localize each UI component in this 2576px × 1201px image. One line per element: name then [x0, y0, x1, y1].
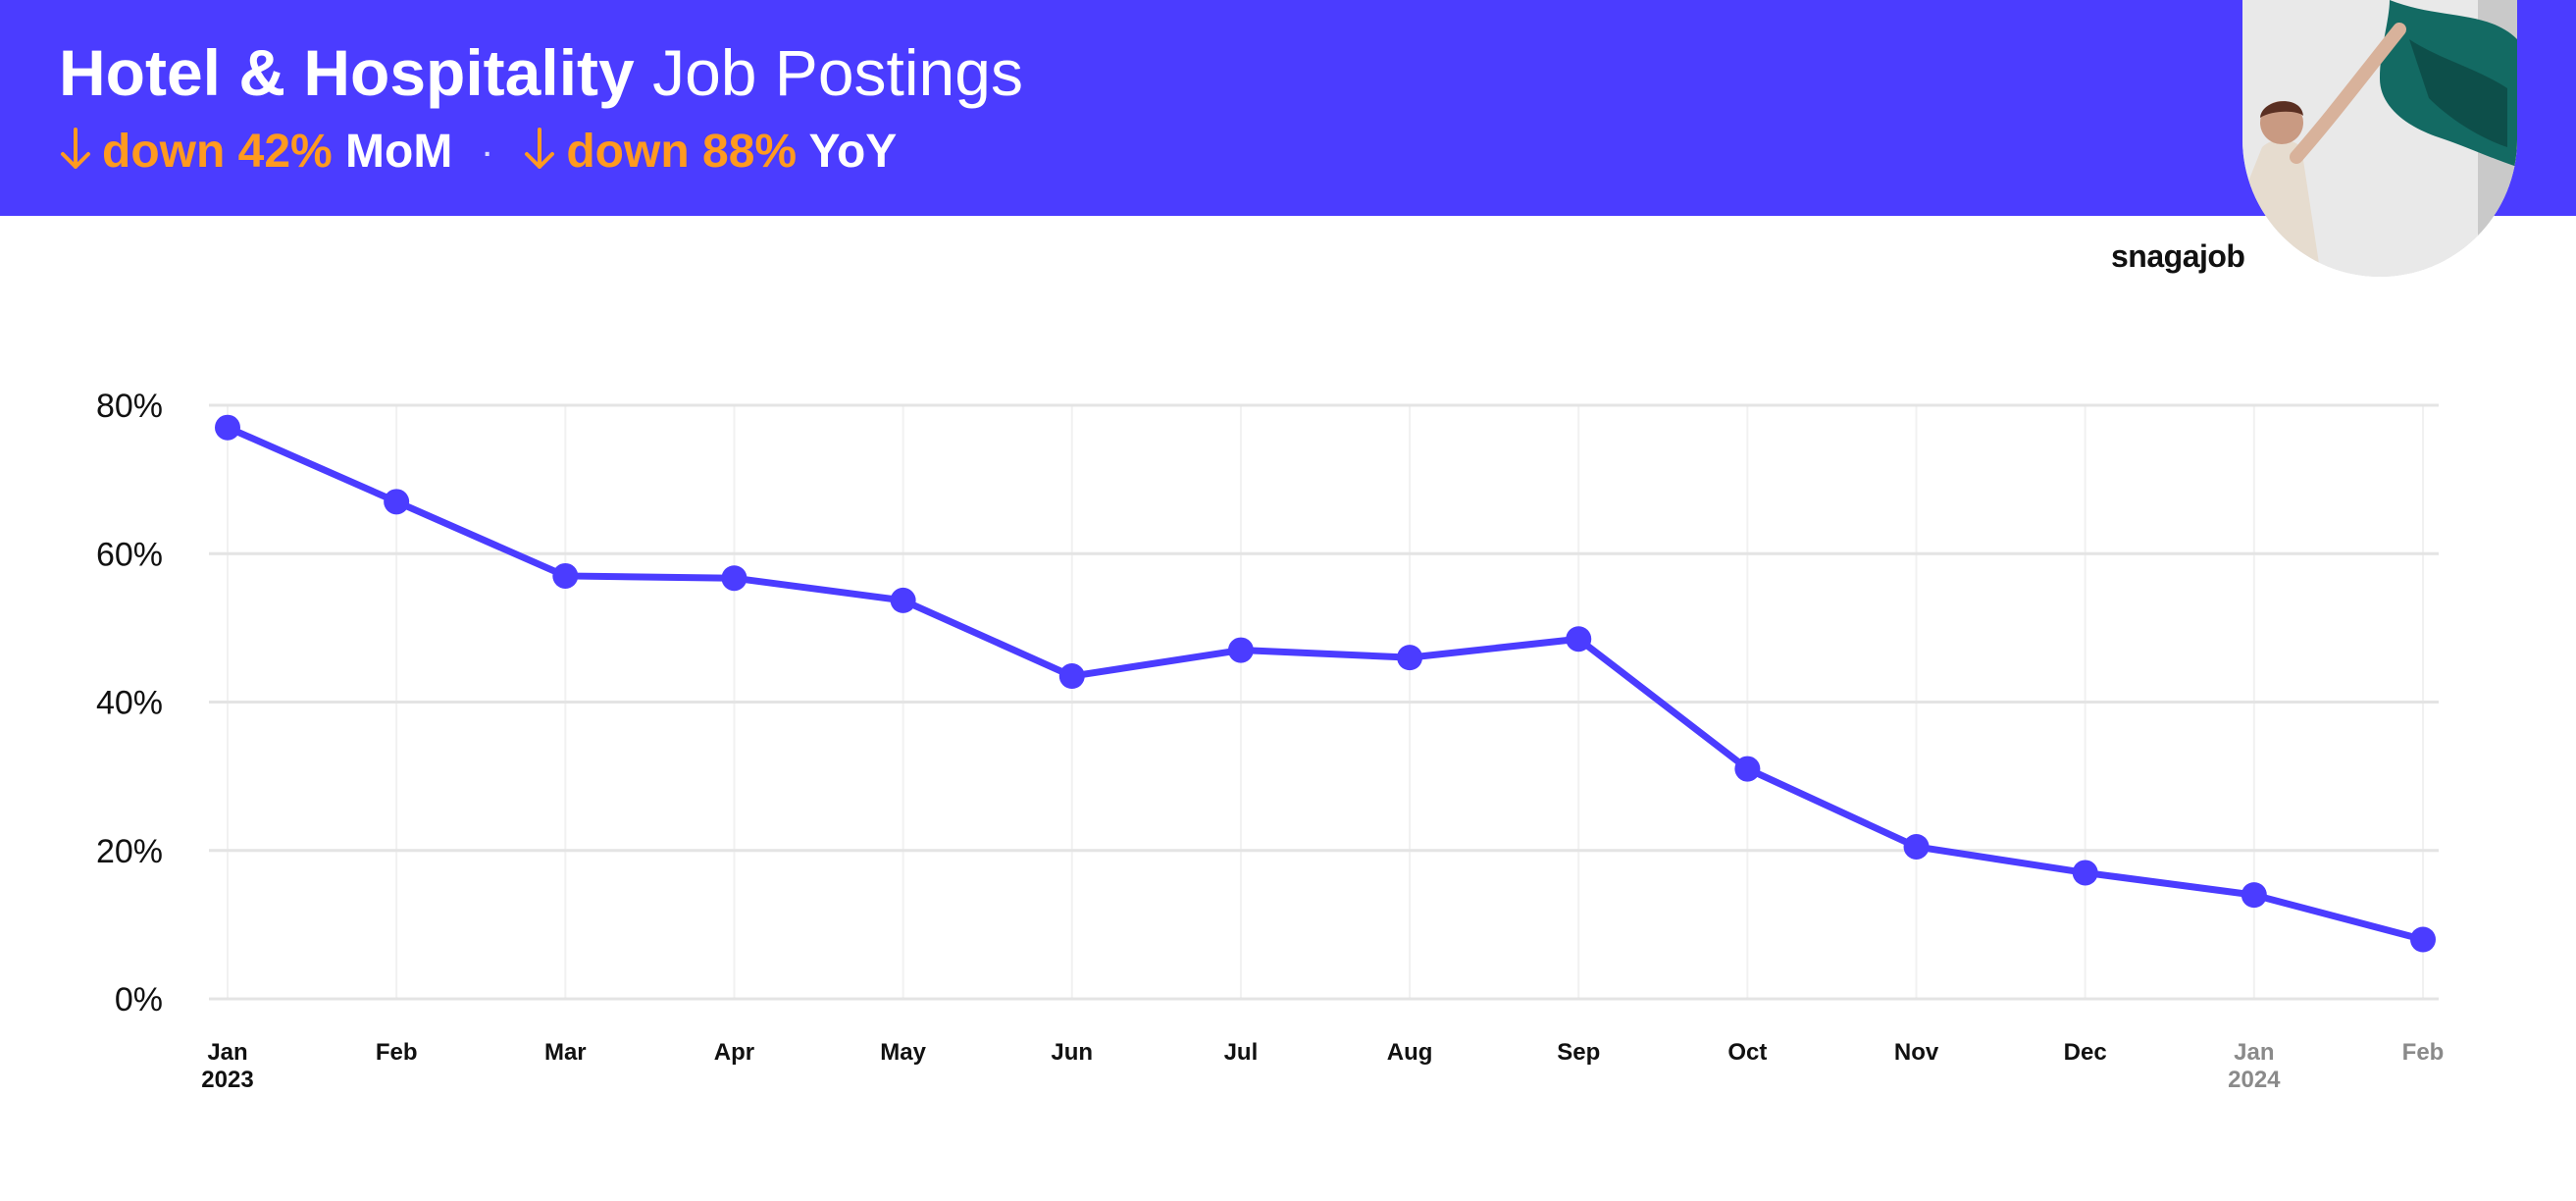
x-tick-year: 2023	[201, 1067, 253, 1093]
yoy-change: down 88%	[566, 126, 798, 178]
x-tick-label: May	[880, 1039, 926, 1066]
data-point	[1566, 626, 1592, 653]
data-point	[1397, 645, 1423, 671]
data-point	[1058, 663, 1085, 690]
mom-label: MoM	[345, 126, 453, 178]
separator: ·	[483, 138, 493, 170]
y-tick-label: 60%	[96, 536, 163, 573]
arrow-down-icon	[525, 128, 555, 169]
page-title: Hotel & Hospitality Job Postings	[59, 33, 1023, 112]
x-tick-label: Jan	[2234, 1039, 2274, 1066]
chart-series	[215, 414, 2436, 953]
title-primary: Hotel & Hospitality	[59, 36, 635, 109]
chart-grid	[209, 403, 2439, 1001]
x-tick-label: Oct	[1727, 1039, 1767, 1066]
series-line	[224, 424, 2427, 943]
x-tick-label: Jun	[1051, 1039, 1093, 1066]
data-point	[1734, 756, 1761, 782]
arrow-down-icon	[61, 128, 90, 169]
y-axis: 0% 20% 40% 60% 80%	[96, 388, 163, 1018]
y-tick-label: 0%	[115, 981, 163, 1018]
brand-logo: snagajob	[2111, 238, 2245, 274]
data-point	[1227, 637, 1254, 663]
x-tick-label: Aug	[1387, 1039, 1433, 1066]
x-tick-label: Nov	[1894, 1039, 1939, 1066]
x-tick-label: Jan	[207, 1039, 247, 1066]
x-tick-label: Jul	[1224, 1039, 1259, 1066]
worker-photo	[2242, 0, 2517, 277]
header-banner: Hotel & Hospitality Job Postings down 42…	[0, 0, 2576, 216]
x-tick-label: Mar	[544, 1039, 587, 1066]
x-tick-label: Feb	[2402, 1039, 2445, 1066]
x-tick-label: Apr	[714, 1039, 754, 1066]
title-secondary: Job Postings	[652, 36, 1023, 109]
yoy-label: YoY	[808, 126, 898, 178]
y-tick-label: 40%	[96, 685, 163, 722]
x-tick-label: Feb	[376, 1039, 418, 1066]
data-point	[552, 562, 579, 589]
x-tick-label: Dec	[2064, 1039, 2107, 1066]
data-point	[721, 565, 747, 592]
data-point	[2410, 926, 2436, 953]
data-point	[2072, 860, 2098, 886]
data-point	[384, 489, 410, 515]
data-point	[890, 587, 916, 613]
x-tick-year: 2024	[2228, 1067, 2281, 1093]
x-tick-label: Sep	[1557, 1039, 1600, 1066]
y-tick-label: 80%	[96, 388, 163, 425]
change-summary: down 42% MoM · down 88% YoY	[59, 118, 897, 188]
mom-change: down 42%	[102, 126, 333, 178]
data-point	[1903, 833, 1930, 860]
data-point	[2241, 882, 2267, 909]
y-tick-label: 20%	[96, 833, 163, 870]
data-point	[215, 414, 240, 441]
